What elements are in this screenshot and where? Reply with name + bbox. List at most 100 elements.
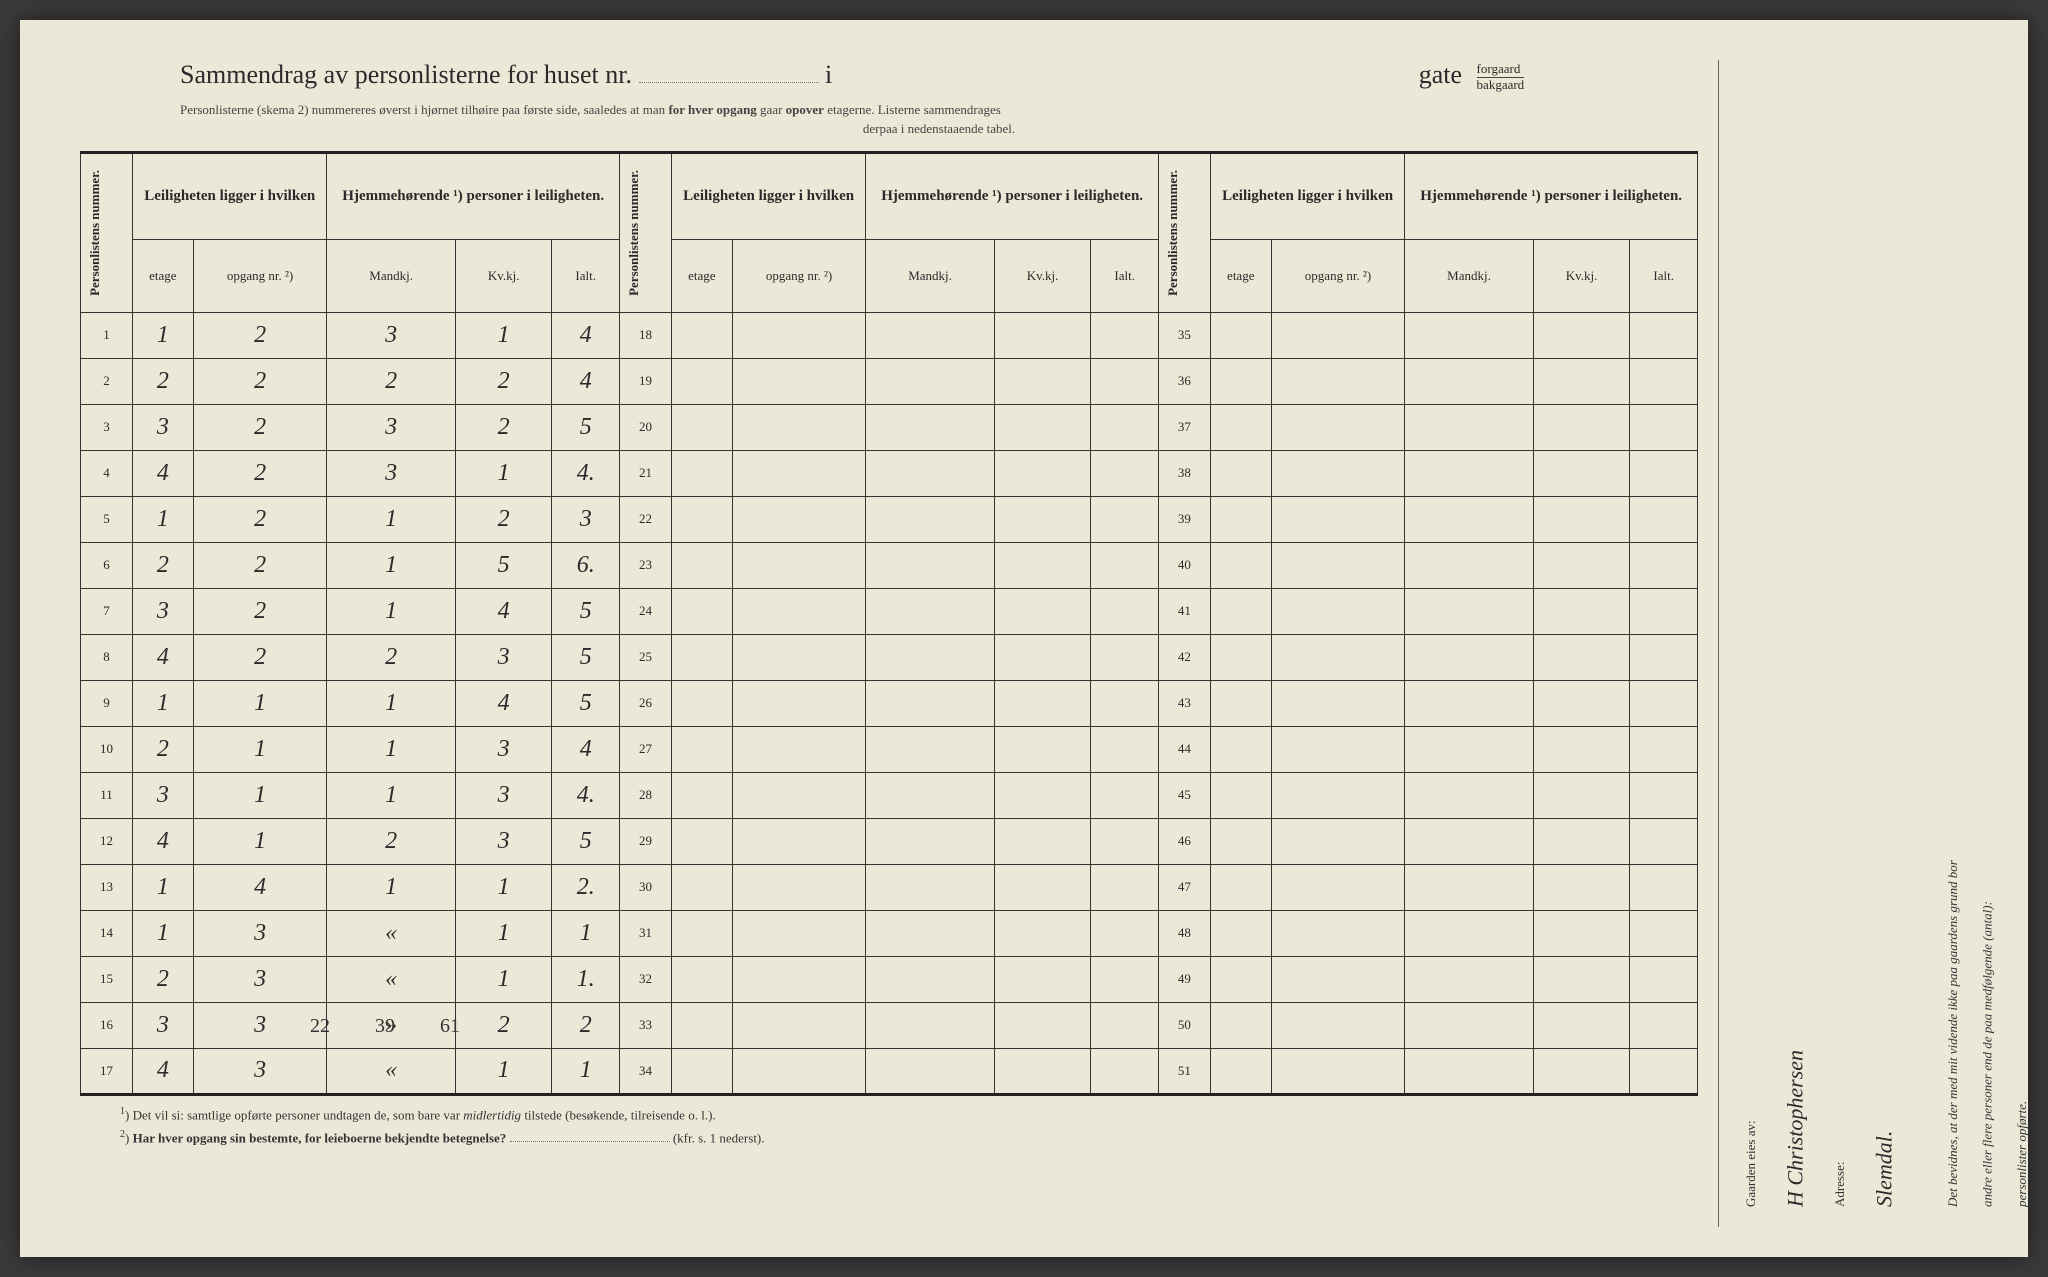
hdr-kvkj-2: Kv.kj. <box>994 240 1091 312</box>
adresse2-value: Slemdal. <box>1861 80 1909 1207</box>
cell-ialt: 5 <box>552 588 619 634</box>
table-row: 1123141835 <box>81 312 1698 358</box>
hdr-leiligheten-2: Leiligheten ligger i hvilken <box>671 152 865 239</box>
cell-etage: 1 <box>133 910 194 956</box>
cell-n2: 21 <box>619 450 671 496</box>
table-row: 1743«113451 <box>81 1048 1698 1094</box>
cell-n: 3 <box>81 404 133 450</box>
hdr-etage-2: etage <box>671 240 732 312</box>
cell-ialt: 4 <box>552 358 619 404</box>
cell-ialt: 1 <box>552 1048 619 1094</box>
cell-opgang: 1 <box>193 818 327 864</box>
cell-opgang: 2 <box>193 634 327 680</box>
cell-etage: 2 <box>133 542 194 588</box>
cell-ialt: 4. <box>552 772 619 818</box>
footnotes: 1) Det vil si: samtlige opførte personer… <box>80 1106 1698 1153</box>
title-line: Sammendrag av personlisterne for huset n… <box>80 60 1698 92</box>
cell-opgang: 3 <box>193 910 327 956</box>
bevidnes-b: andre eller flere personer end de paa me… <box>1974 80 2003 1207</box>
cell-mandkj: 3 <box>327 404 455 450</box>
table-row: 1413«113148 <box>81 910 1698 956</box>
cell-kvkj: 1 <box>455 312 552 358</box>
cell-n2: 22 <box>619 496 671 542</box>
cell-ialt: 5 <box>552 404 619 450</box>
cell-mandkj: 2 <box>327 634 455 680</box>
cell-mandkj: 3 <box>327 312 455 358</box>
cell-n: 11 <box>81 772 133 818</box>
cell-n3: 49 <box>1158 956 1210 1002</box>
cell-opgang: 2 <box>193 404 327 450</box>
cell-etage: 1 <box>133 680 194 726</box>
document-page: Sammendrag av personlisterne for huset n… <box>20 20 2028 1257</box>
cell-kvkj: 5 <box>455 542 552 588</box>
bevidnes-a: Det bevidnes, at der med mit vidende ikk… <box>1939 80 1968 1207</box>
hdr-kvkj-3: Kv.kj. <box>1533 240 1630 312</box>
cell-etage: 4 <box>133 634 194 680</box>
cell-ialt: 4 <box>552 726 619 772</box>
cell-n: 6 <box>81 542 133 588</box>
cell-n2: 23 <box>619 542 671 588</box>
cell-kvkj: 4 <box>455 588 552 634</box>
table-row: 2222241936 <box>81 358 1698 404</box>
hdr-opgang-1: opgang nr. ²) <box>193 240 327 312</box>
cell-n2: 18 <box>619 312 671 358</box>
cell-etage: 4 <box>133 818 194 864</box>
main-content: Sammendrag av personlisterne for huset n… <box>80 60 1698 1227</box>
hdr-personlistens-3: Personlistens nummer. <box>1163 160 1183 306</box>
cell-ialt: 2. <box>552 864 619 910</box>
total-i: 61 <box>440 1015 460 1037</box>
table-row: 7321452441 <box>81 588 1698 634</box>
cell-etage: 1 <box>133 864 194 910</box>
cell-ialt: 5 <box>552 680 619 726</box>
cell-ialt: 6. <box>552 542 619 588</box>
cell-n3: 51 <box>1158 1048 1210 1094</box>
cell-n: 17 <box>81 1048 133 1094</box>
cell-etage: 4 <box>133 450 194 496</box>
cell-n: 16 <box>81 1002 133 1048</box>
adresse2-label: Adresse: <box>1826 80 1855 1207</box>
cell-opgang: 3 <box>193 1048 327 1094</box>
title-gate: gate <box>1419 60 1462 89</box>
hdr-mandkj-3: Mandkj. <box>1405 240 1533 312</box>
cell-mandkj: 1 <box>327 588 455 634</box>
cell-n3: 41 <box>1158 588 1210 634</box>
cell-mandkj: 1 <box>327 726 455 772</box>
cell-n3: 46 <box>1158 818 1210 864</box>
side-panel: Gaarden eies av: H Christophersen Adress… <box>1718 60 1978 1227</box>
cell-n2: 29 <box>619 818 671 864</box>
cell-ialt: 5 <box>552 634 619 680</box>
hdr-mandkj-2: Mandkj. <box>866 240 994 312</box>
cell-etage: 2 <box>133 956 194 1002</box>
cell-kvkj: 2 <box>455 496 552 542</box>
cell-etage: 3 <box>133 588 194 634</box>
cell-n: 5 <box>81 496 133 542</box>
gaarden-label: Gaarden eies av: <box>1737 80 1766 1207</box>
hdr-etage-1: etage <box>133 240 194 312</box>
title-main: Sammendrag av personlisterne for huset n… <box>180 60 632 89</box>
table-row: 442314.2138 <box>81 450 1698 496</box>
table-row: 5121232239 <box>81 496 1698 542</box>
cell-kvkj: 1 <box>455 910 552 956</box>
cell-mandkj: 1 <box>327 496 455 542</box>
cell-n: 14 <box>81 910 133 956</box>
cell-opgang: 1 <box>193 726 327 772</box>
gaarden-value: H Christophersen <box>1772 80 1820 1207</box>
cell-n: 15 <box>81 956 133 1002</box>
bevidnes-c: personlister opførte. <box>2008 80 2037 1207</box>
cell-n3: 36 <box>1158 358 1210 404</box>
cell-kvkj: 3 <box>455 772 552 818</box>
table-row: 1314112.3047 <box>81 864 1698 910</box>
cell-mandkj: 2 <box>327 818 455 864</box>
table-row: 3323252037 <box>81 404 1698 450</box>
totals-row: 22 39 61 <box>310 1015 500 1038</box>
cell-ialt: 4. <box>552 450 619 496</box>
cell-opgang: 2 <box>193 588 327 634</box>
cell-ialt: 5 <box>552 818 619 864</box>
cell-n3: 50 <box>1158 1002 1210 1048</box>
cell-mandkj: 3 <box>327 450 455 496</box>
cell-n: 1 <box>81 312 133 358</box>
cell-n: 8 <box>81 634 133 680</box>
gate-fraction: forgaard bakgaard <box>1477 62 1525 92</box>
hdr-hjemme-1: Hjemmehørende ¹) personer i leiligheten. <box>327 152 620 239</box>
cell-n3: 42 <box>1158 634 1210 680</box>
